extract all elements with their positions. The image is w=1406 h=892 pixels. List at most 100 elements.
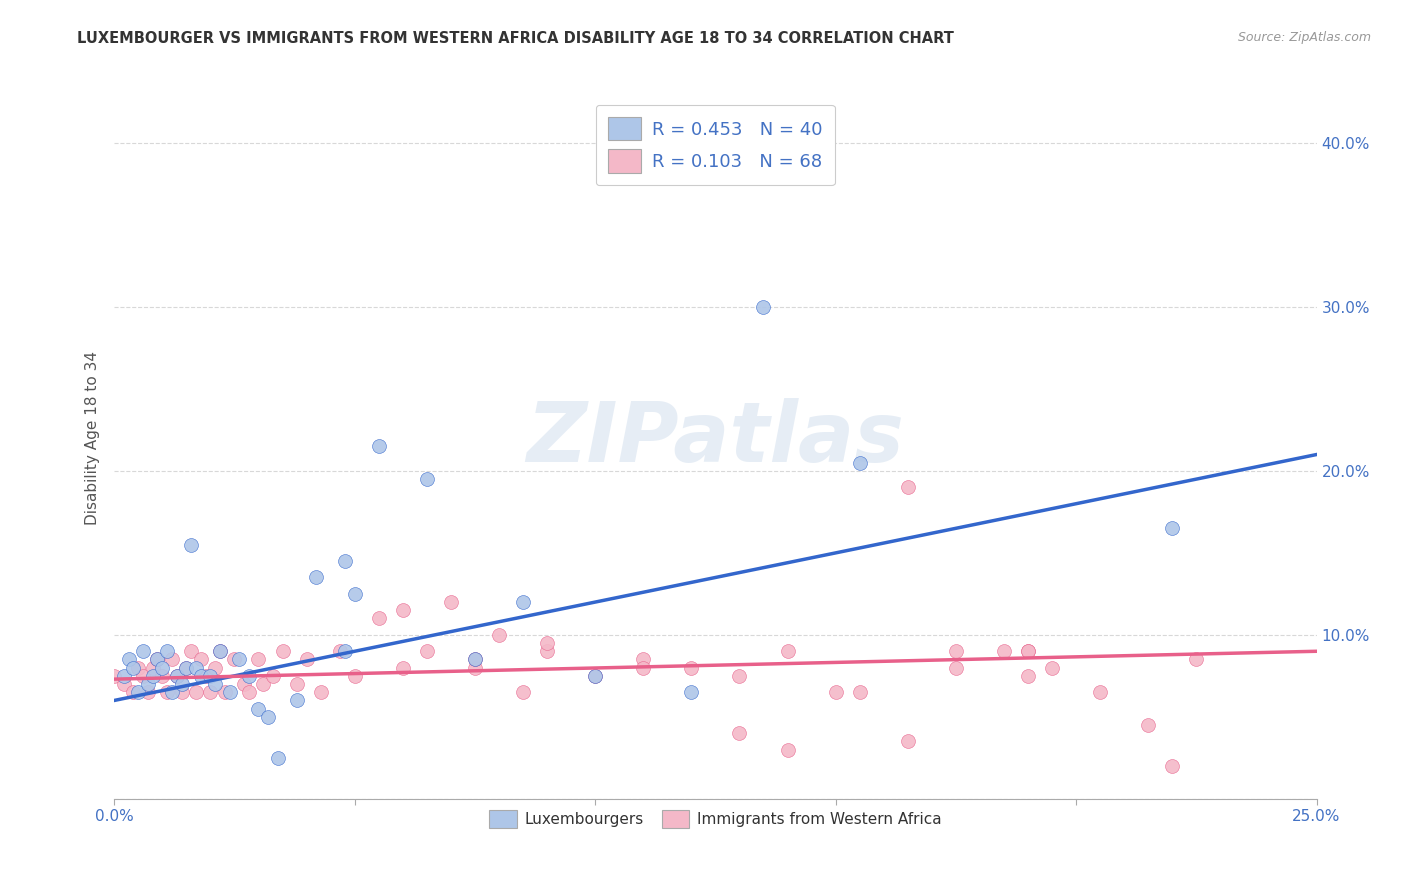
Point — [333, 554, 356, 568]
Text: Source: ZipAtlas.com: Source: ZipAtlas.com — [1237, 31, 1371, 45]
Point — [583, 669, 606, 683]
Point — [681, 685, 703, 699]
Point — [180, 644, 202, 658]
Point — [146, 652, 169, 666]
Point — [224, 652, 246, 666]
Point — [247, 701, 270, 715]
Point — [329, 644, 352, 658]
Point — [512, 685, 534, 699]
Point — [333, 644, 356, 658]
Point — [190, 669, 212, 683]
Point — [848, 685, 870, 699]
Point — [776, 644, 799, 658]
Point — [200, 685, 222, 699]
Point — [194, 669, 217, 683]
Point — [247, 652, 270, 666]
Point — [309, 685, 332, 699]
Y-axis label: Disability Age 18 to 34: Disability Age 18 to 34 — [86, 351, 100, 525]
Point — [150, 669, 173, 683]
Point — [184, 661, 207, 675]
Point — [142, 661, 165, 675]
Point — [440, 595, 463, 609]
Point — [1017, 644, 1039, 658]
Point — [176, 661, 198, 675]
Point — [1017, 669, 1039, 683]
Point — [488, 628, 510, 642]
Point — [238, 685, 260, 699]
Legend: Luxembourgers, Immigrants from Western Africa: Luxembourgers, Immigrants from Western A… — [484, 804, 948, 835]
Point — [160, 652, 183, 666]
Point — [343, 669, 366, 683]
Point — [252, 677, 274, 691]
Point — [897, 734, 920, 748]
Point — [1161, 521, 1184, 535]
Point — [583, 669, 606, 683]
Point — [1161, 759, 1184, 773]
Point — [156, 685, 179, 699]
Point — [166, 669, 188, 683]
Point — [146, 652, 169, 666]
Point — [536, 636, 558, 650]
Point — [132, 669, 155, 683]
Point — [681, 661, 703, 675]
Point — [218, 685, 240, 699]
Point — [233, 677, 256, 691]
Point — [112, 677, 135, 691]
Point — [416, 644, 439, 658]
Point — [238, 669, 260, 683]
Point — [464, 652, 486, 666]
Point — [1040, 661, 1063, 675]
Point — [142, 669, 165, 683]
Point — [150, 661, 173, 675]
Point — [343, 587, 366, 601]
Point — [631, 652, 654, 666]
Point — [464, 652, 486, 666]
Point — [122, 661, 145, 675]
Point — [536, 644, 558, 658]
Point — [464, 661, 486, 675]
Point — [170, 677, 193, 691]
Point — [285, 693, 308, 707]
Point — [631, 661, 654, 675]
Point — [1137, 718, 1160, 732]
Point — [200, 669, 222, 683]
Text: LUXEMBOURGER VS IMMIGRANTS FROM WESTERN AFRICA DISABILITY AGE 18 TO 34 CORRELATI: LUXEMBOURGER VS IMMIGRANTS FROM WESTERN … — [77, 31, 955, 46]
Point — [993, 644, 1015, 658]
Point — [1185, 652, 1208, 666]
Point — [170, 685, 193, 699]
Point — [262, 669, 284, 683]
Point — [752, 300, 775, 314]
Point — [208, 644, 231, 658]
Point — [103, 669, 125, 683]
Point — [184, 685, 207, 699]
Point — [180, 538, 202, 552]
Point — [367, 611, 389, 625]
Point — [1017, 644, 1039, 658]
Point — [190, 652, 212, 666]
Point — [945, 661, 967, 675]
Point — [295, 652, 318, 666]
Point — [416, 472, 439, 486]
Point — [136, 677, 159, 691]
Point — [228, 652, 250, 666]
Point — [127, 661, 149, 675]
Point — [945, 644, 967, 658]
Point — [127, 685, 149, 699]
Point — [136, 685, 159, 699]
Point — [267, 751, 290, 765]
Point — [391, 661, 413, 675]
Point — [214, 685, 236, 699]
Point — [728, 726, 751, 740]
Point — [824, 685, 846, 699]
Point — [271, 644, 294, 658]
Point — [204, 661, 226, 675]
Point — [848, 456, 870, 470]
Point — [132, 644, 155, 658]
Point — [305, 570, 328, 584]
Point — [285, 677, 308, 691]
Point — [367, 439, 389, 453]
Point — [156, 644, 179, 658]
Point — [176, 661, 198, 675]
Point — [1088, 685, 1111, 699]
Point — [204, 677, 226, 691]
